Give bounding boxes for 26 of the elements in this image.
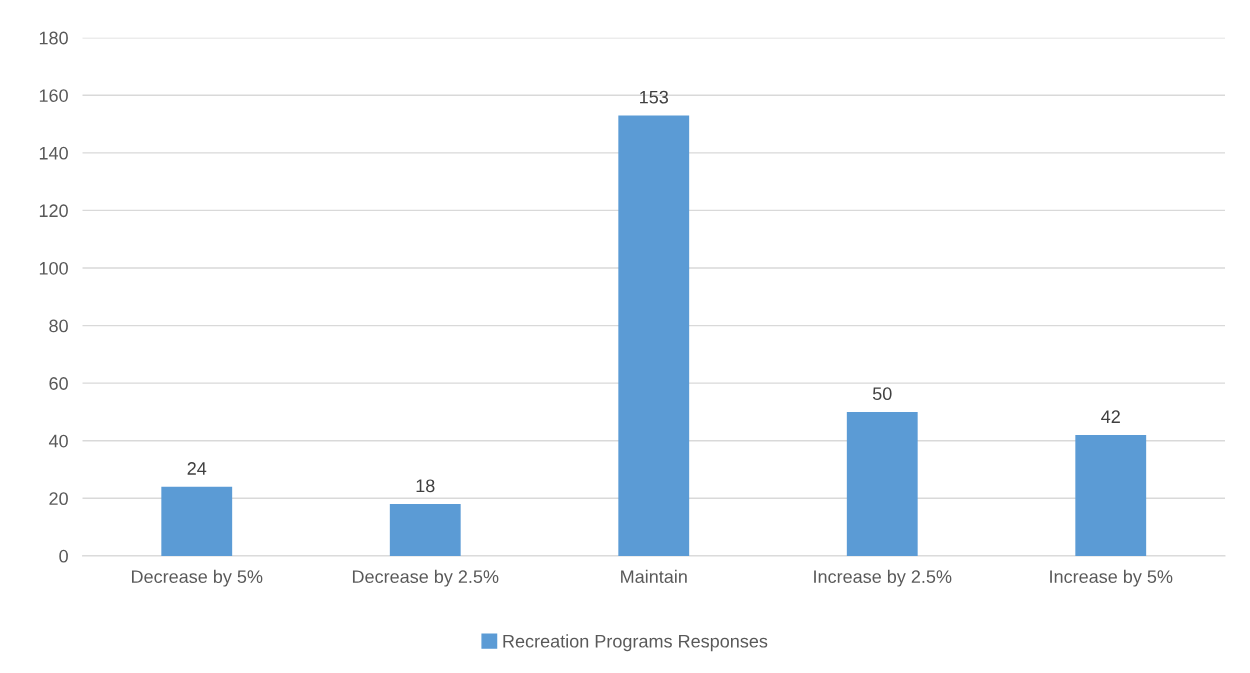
y-tick-label: 80 — [49, 319, 68, 333]
bar — [389, 504, 461, 556]
data-label: 50 — [872, 387, 892, 401]
bar — [161, 486, 233, 556]
data-label: 42 — [1101, 410, 1120, 423]
y-tick-label: 180 — [39, 31, 68, 45]
y-tick-label: 0 — [59, 549, 68, 563]
x-tick-label: Maintain — [621, 569, 687, 584]
data-label: 153 — [640, 90, 669, 104]
bar — [618, 115, 690, 556]
x-tick-label: Increase by 5% — [1050, 569, 1173, 587]
y-tick-label: 60 — [49, 377, 68, 390]
y-tick-label: 160 — [39, 89, 68, 102]
y-tick-label: 140 — [39, 146, 68, 160]
y-tick-label: 100 — [39, 261, 68, 275]
x-tick-label: Increase by 2.5% — [814, 569, 952, 587]
data-label: 18 — [416, 479, 435, 493]
y-tick-label: 20 — [49, 492, 68, 506]
x-tick-label: Decrease by 5% — [132, 569, 263, 587]
x-tick-label: Decrease by 2.5% — [352, 569, 499, 587]
bar — [846, 411, 918, 556]
bar — [1075, 434, 1147, 556]
y-tick-label: 40 — [48, 434, 68, 448]
y-tick-label: 120 — [39, 204, 68, 218]
data-label: 24 — [187, 462, 207, 475]
legend-label: Recreation Programs Responses — [503, 634, 768, 652]
